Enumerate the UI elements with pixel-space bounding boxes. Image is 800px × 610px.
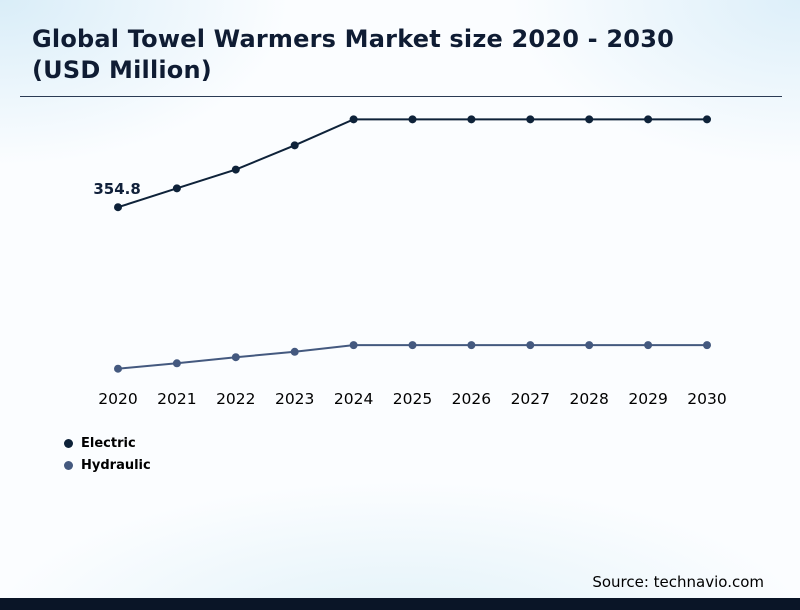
data-point-electric-2023 bbox=[290, 141, 299, 150]
x-axis-label-2020: 2020 bbox=[98, 390, 138, 408]
data-point-electric-2029 bbox=[644, 115, 653, 124]
hydraulic-legend-dot bbox=[64, 461, 73, 470]
data-point-hydraulic-2022 bbox=[231, 353, 240, 362]
x-axis-label-2024: 2024 bbox=[333, 390, 374, 408]
data-point-electric-2025 bbox=[408, 115, 417, 124]
hydraulic-legend-label: Hydraulic bbox=[81, 458, 151, 473]
data-point-electric-2030 bbox=[703, 115, 711, 124]
data-point-hydraulic-2020 bbox=[114, 364, 122, 373]
legend: Electric Hydraulic bbox=[64, 436, 151, 473]
data-point-electric-2026 bbox=[467, 115, 476, 124]
x-axis-label-2025: 2025 bbox=[392, 390, 433, 408]
x-axis-label-2023: 2023 bbox=[274, 390, 315, 408]
electric-legend-dot bbox=[64, 439, 73, 448]
electric-2020-value-label: 354.8 bbox=[93, 180, 141, 199]
source-attribution: Source: technavio.com bbox=[592, 573, 764, 591]
x-axis-label-2030: 2030 bbox=[687, 390, 727, 408]
x-axis-label-2028: 2028 bbox=[569, 390, 609, 408]
data-point-hydraulic-2024 bbox=[349, 341, 358, 350]
data-point-hydraulic-2025 bbox=[408, 341, 417, 350]
page-title: Global Towel Warmers Market size 2020 - … bbox=[32, 25, 674, 84]
x-axis-label-2021: 2021 bbox=[157, 390, 197, 408]
x-axis-label-2029: 2029 bbox=[628, 390, 668, 408]
data-point-electric-2022 bbox=[231, 165, 240, 174]
data-point-hydraulic-2021 bbox=[172, 359, 181, 368]
data-point-electric-2027 bbox=[526, 115, 535, 124]
legend-item-hydraulic: Hydraulic bbox=[64, 458, 151, 473]
data-point-hydraulic-2026 bbox=[467, 341, 476, 350]
footer-bar bbox=[0, 598, 800, 610]
data-point-electric-2021 bbox=[172, 184, 181, 193]
data-point-hydraulic-2030 bbox=[703, 341, 711, 350]
legend-item-electric: Electric bbox=[64, 436, 151, 451]
data-point-electric-2020 bbox=[114, 203, 122, 212]
data-point-hydraulic-2027 bbox=[526, 341, 535, 350]
electric-legend-label: Electric bbox=[81, 436, 136, 451]
x-axis-label-2022: 2022 bbox=[216, 390, 256, 408]
data-point-hydraulic-2028 bbox=[585, 341, 594, 350]
series-line-electric bbox=[117, 118, 707, 209]
x-axis-label-2027: 2027 bbox=[510, 390, 551, 408]
title-divider bbox=[20, 96, 782, 97]
x-axis-label-2026: 2026 bbox=[451, 390, 492, 408]
data-point-electric-2024 bbox=[349, 115, 358, 124]
data-point-hydraulic-2023 bbox=[290, 347, 299, 356]
data-point-hydraulic-2029 bbox=[644, 341, 653, 350]
data-point-electric-2028 bbox=[585, 115, 594, 124]
